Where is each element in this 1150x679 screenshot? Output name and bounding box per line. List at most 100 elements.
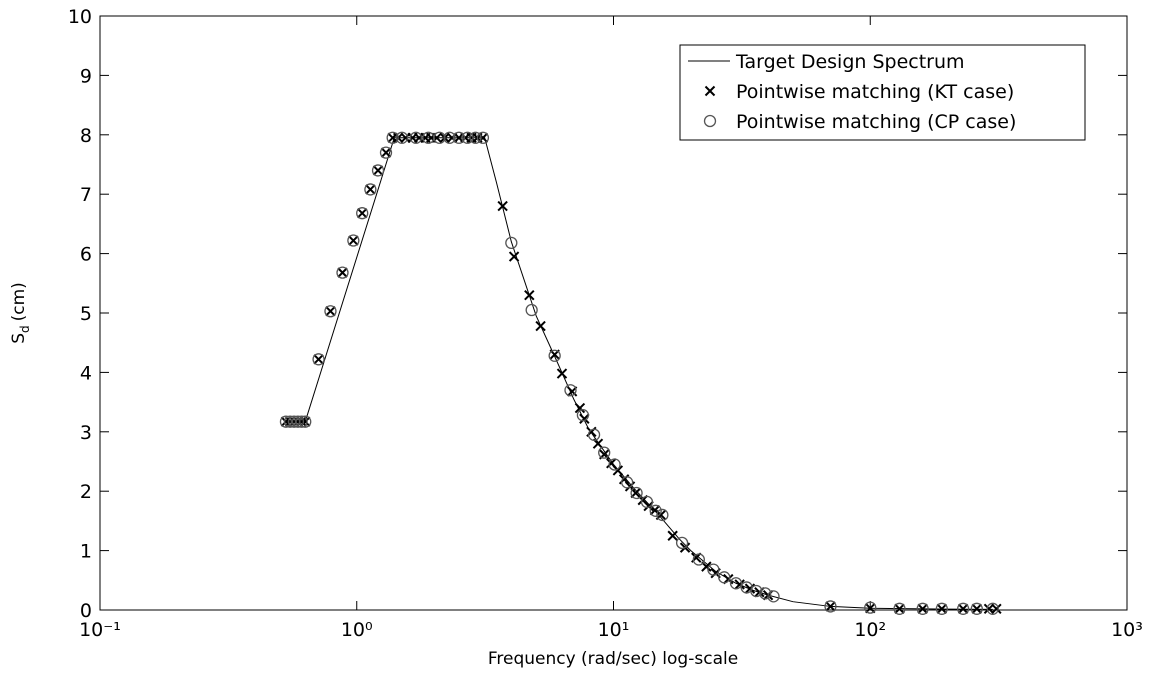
circle-marker [505, 236, 518, 250]
circle-marker [548, 349, 561, 362]
circle-marker [729, 577, 743, 590]
circle-marker [707, 563, 720, 576]
circle-marker [443, 131, 456, 144]
circle-marker [916, 602, 929, 615]
x-tick-label: 10¹ [598, 619, 630, 641]
x-marker [612, 465, 624, 476]
circle-marker [649, 504, 662, 517]
x-marker [957, 603, 969, 615]
x-marker [497, 200, 508, 212]
circle-marker [312, 353, 325, 366]
circle-marker [608, 458, 621, 471]
circle-marker [767, 590, 780, 603]
x-marker [936, 603, 948, 615]
circle-marker [356, 207, 369, 220]
circle-marker [291, 415, 305, 428]
circle-marker [564, 384, 577, 397]
circle-marker [620, 476, 634, 489]
legend-box [679, 44, 1086, 141]
x-marker [704, 85, 716, 97]
y-tick-label: 2 [80, 481, 92, 503]
circle-marker [336, 266, 349, 279]
x-marker [508, 251, 520, 262]
y-axis-unit: (cm) [9, 282, 29, 321]
circle-marker [656, 508, 669, 522]
x-tick-label: 10² [854, 619, 886, 641]
circle-marker [386, 131, 399, 144]
y-tick-label: 5 [80, 303, 92, 325]
circle-marker [525, 303, 538, 317]
circle-marker [379, 146, 393, 159]
x-tick-label: 10³ [1111, 619, 1143, 641]
circle-marker [433, 131, 446, 144]
y-tick-label: 10 [68, 6, 92, 28]
circle-marker [324, 305, 337, 318]
y-axis-symbol: S [9, 333, 29, 344]
x-marker [991, 603, 1002, 615]
circle-marker [469, 131, 482, 144]
x-marker [356, 208, 368, 219]
circle-marker [864, 601, 877, 614]
circle-marker [476, 131, 490, 144]
y-tick-label: 1 [80, 541, 92, 563]
circle-marker [295, 415, 308, 428]
circle-marker [587, 428, 601, 441]
x-marker [372, 165, 384, 176]
x-marker [325, 306, 336, 317]
circle-marker [750, 584, 763, 598]
circle-marker [824, 600, 837, 613]
x-tick-label: 10⁰ [341, 619, 373, 641]
x-marker [579, 413, 590, 424]
x-marker [556, 368, 568, 379]
circle-marker [692, 553, 706, 566]
plot-frame [99, 15, 1128, 611]
circle-marker [461, 131, 474, 144]
circle-marker [299, 415, 312, 428]
x-marker [431, 132, 443, 143]
x-marker [917, 603, 928, 615]
x-marker [643, 500, 654, 512]
y-tick-label: 3 [80, 422, 92, 444]
circle-marker [935, 602, 948, 615]
x-marker [971, 603, 983, 615]
x-marker [667, 530, 678, 541]
x-marker [337, 267, 348, 278]
circle-marker [347, 234, 360, 247]
x-marker [865, 603, 876, 614]
circle-marker [598, 446, 611, 459]
x-marker [313, 354, 324, 365]
circle-marker [675, 536, 689, 550]
legend-text: Target Design Spectrum [735, 51, 965, 73]
circle-marker [452, 131, 466, 144]
x-marker [983, 603, 995, 615]
x-marker [524, 289, 535, 301]
circle-marker [970, 602, 983, 615]
y-axis-title: Sd (cm) [9, 282, 32, 344]
y-tick-label: 8 [80, 125, 92, 147]
x-marker [894, 603, 905, 615]
y-tick-label: 7 [80, 184, 92, 206]
x-axis-title: Frequency (rad/sec) log-scale [488, 649, 738, 669]
y-tick-label: 9 [80, 65, 92, 87]
x-marker [365, 184, 376, 195]
circle-marker [409, 131, 423, 144]
circle-marker [576, 409, 590, 422]
y-tick-label: 6 [80, 244, 92, 266]
circle-marker [956, 602, 970, 615]
circle-marker [986, 602, 999, 615]
y-tick-label: 0 [80, 600, 92, 622]
legend-text: Pointwise matching (KT case) [736, 81, 1014, 103]
x-marker [574, 402, 586, 414]
x-marker [734, 579, 745, 590]
circle-marker [703, 114, 717, 128]
circle-marker [640, 495, 654, 509]
circle-marker [718, 571, 731, 584]
x-marker [380, 147, 392, 158]
circle-marker [893, 602, 906, 615]
x-tick-label: 10⁻¹ [79, 619, 121, 641]
circle-marker [395, 131, 409, 144]
y-tick-label: 4 [80, 362, 92, 384]
circle-marker [759, 587, 772, 600]
circle-marker [371, 164, 385, 177]
